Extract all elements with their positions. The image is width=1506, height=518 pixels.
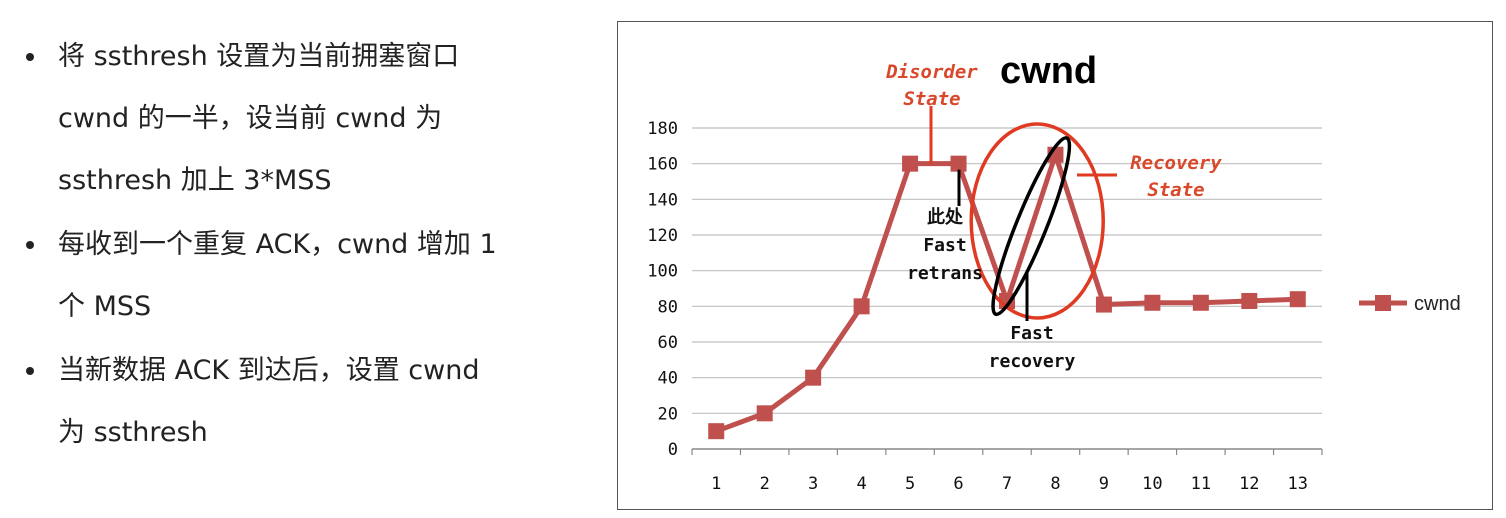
- data-point-marker: [1192, 294, 1209, 311]
- x-tick-label: 11: [1191, 474, 1211, 494]
- data-point-marker: [1144, 294, 1161, 311]
- y-tick-label: 180: [647, 119, 678, 139]
- x-tick-label: 8: [1050, 474, 1060, 494]
- x-tick-label: 7: [1002, 474, 1012, 494]
- chart-frame: [617, 21, 1493, 510]
- x-tick-label: 10: [1142, 474, 1162, 494]
- data-point-marker: [708, 423, 725, 440]
- x-tick-label: 12: [1239, 474, 1259, 494]
- y-tick-label: 0: [668, 440, 678, 460]
- x-tick-label: 4: [856, 474, 866, 494]
- y-tick-label: 140: [647, 190, 678, 210]
- y-tick-label: 20: [658, 404, 678, 424]
- recovery-ellipse: [969, 122, 1105, 320]
- bullet-line: 当新数据 ACK 到达后，设置 cwnd: [58, 355, 480, 386]
- data-point-marker: [1241, 292, 1258, 309]
- data-point-marker: [950, 155, 967, 172]
- fast-retrans-ellipse: [991, 136, 1072, 317]
- retrans-label: retrans: [907, 263, 983, 284]
- y-tick-label: 40: [658, 369, 678, 389]
- bullet-item: 每收到一个重复 ACK，cwnd 增加 1 个 MSS: [22, 214, 602, 338]
- fast-recovery-label-2: recovery: [988, 351, 1076, 372]
- x-tick-label: 9: [1099, 474, 1109, 494]
- fast-recovery-label-1: Fast: [1010, 323, 1054, 344]
- grid-layer: [692, 127, 1322, 414]
- fast-label: Fast: [923, 235, 967, 256]
- bullet-line: 为 ssthresh: [58, 417, 208, 448]
- overlay-layer: [929, 106, 1117, 321]
- bullet-line: cwnd 的一半，设当前 cwnd 为: [58, 103, 443, 134]
- series-layer: [708, 146, 1306, 440]
- x-tick-label: 5: [905, 474, 915, 494]
- legend-marker: [1375, 295, 1391, 311]
- y-tick-label: 160: [647, 155, 678, 175]
- x-tick-label: 13: [1288, 474, 1308, 494]
- recovery-state-annotation: Recovery State: [1116, 150, 1236, 204]
- bullet-line: 个 MSS: [58, 291, 152, 322]
- bullet-dot-icon: [26, 241, 34, 249]
- chart-title: cwnd: [1000, 50, 1098, 92]
- y-tick-label: 60: [658, 333, 678, 353]
- bullet-item: 当新数据 ACK 到达后，设置 cwnd 为 ssthresh: [22, 340, 602, 464]
- y-tick-label: 80: [658, 297, 678, 317]
- bullet-dot-icon: [26, 53, 34, 61]
- data-point-marker: [902, 155, 919, 172]
- fast-retrans-annotation: 此处 Fast retrans: [897, 204, 993, 288]
- bullet-dot-icon: [26, 367, 34, 375]
- y-tick-label: 100: [647, 262, 678, 282]
- disorder-label-1: Disorder: [886, 61, 978, 83]
- bullet-item: 将 ssthresh 设置为当前拥塞窗口 cwnd 的一半，设当前 cwnd 为 s…: [22, 26, 602, 212]
- here-label: 此处: [927, 207, 963, 228]
- data-point-marker: [805, 369, 822, 386]
- disorder-state-annotation: Disorder State: [872, 59, 992, 113]
- x-tick-label: 1: [711, 474, 721, 494]
- legend-label: cwnd: [1414, 293, 1461, 315]
- recovery-label-1: Recovery: [1130, 152, 1222, 174]
- x-tick-label: 6: [953, 474, 963, 494]
- bullet-line: ssthresh 加上 3*MSS: [58, 165, 332, 196]
- data-point-marker: [1095, 296, 1112, 313]
- data-point-marker: [1289, 291, 1306, 308]
- recovery-label-2: State: [1147, 179, 1205, 201]
- legend-layer: [1359, 295, 1407, 311]
- data-point-marker: [853, 298, 870, 315]
- bullet-list: 将 ssthresh 设置为当前拥塞窗口 cwnd 的一半，设当前 cwnd 为 s…: [22, 26, 602, 466]
- fast-recovery-annotation: Fast recovery: [972, 320, 1092, 376]
- bullet-line: 将 ssthresh 设置为当前拥塞窗口: [58, 41, 460, 72]
- y-tick-label: 120: [647, 226, 678, 246]
- x-tick-label: 3: [808, 474, 818, 494]
- x-tick-label: 2: [760, 474, 770, 494]
- disorder-label-2: State: [903, 88, 961, 110]
- data-point-marker: [756, 405, 773, 422]
- bullet-line: 每收到一个重复 ACK，cwnd 增加 1: [58, 229, 497, 260]
